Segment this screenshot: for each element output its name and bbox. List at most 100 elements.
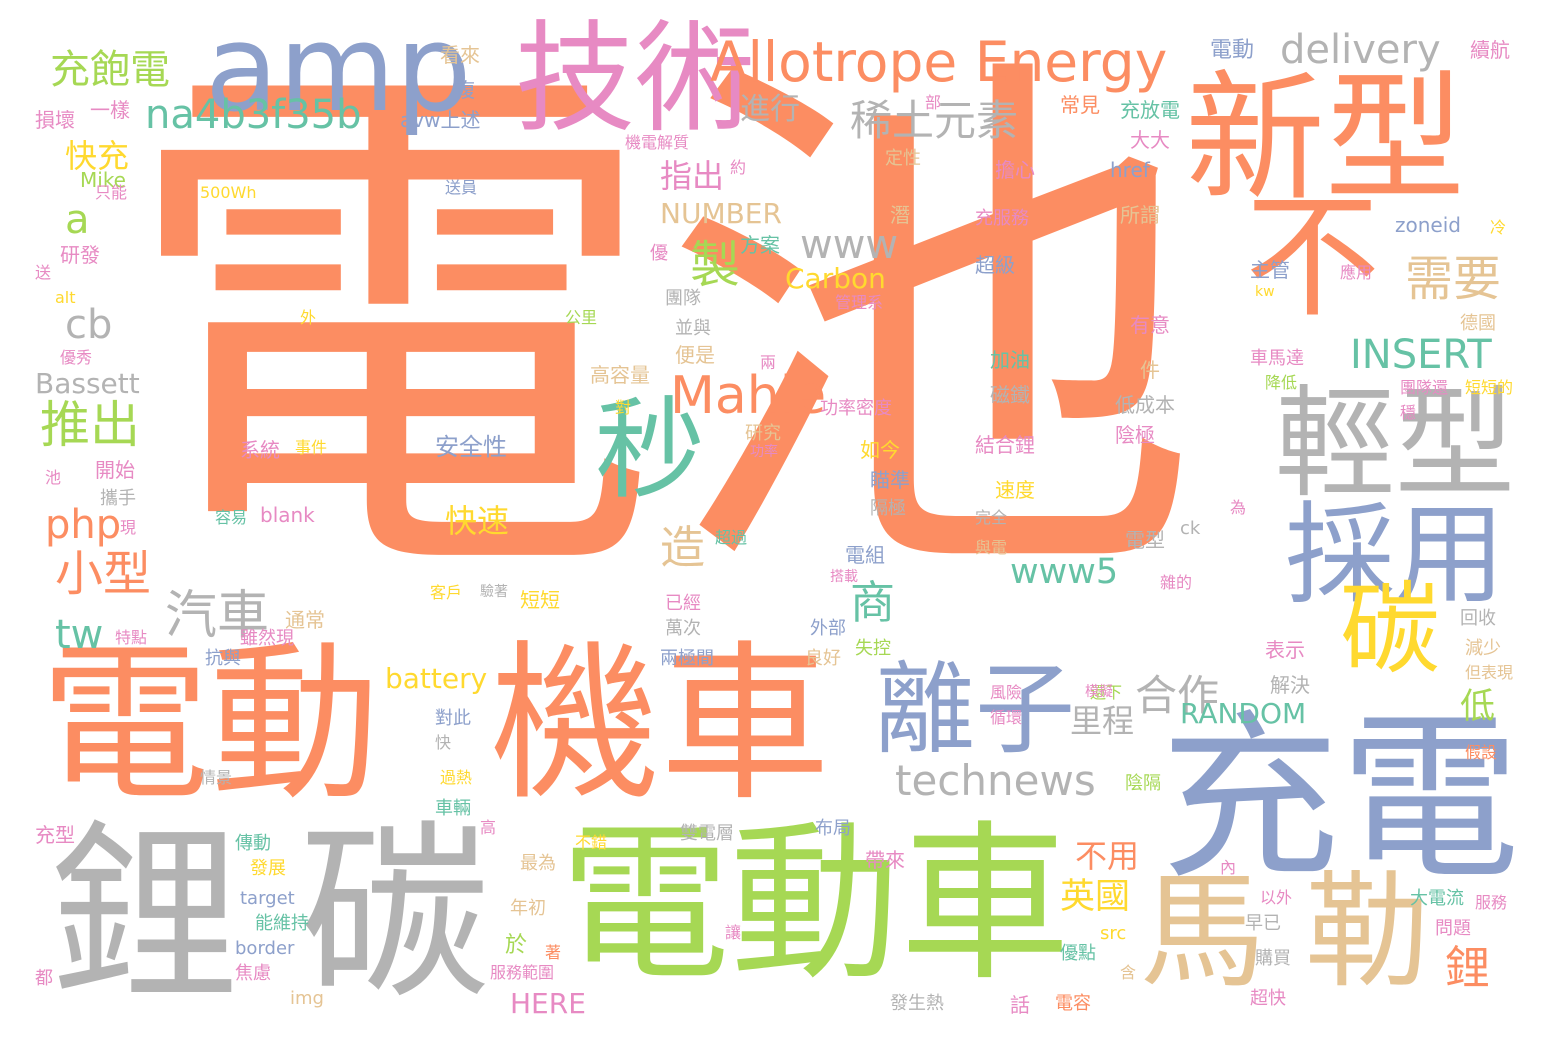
word: 團隊還 — [1400, 378, 1449, 397]
word: 超過 — [715, 528, 748, 547]
word: 隔極 — [870, 498, 906, 519]
word: 秒 — [595, 386, 705, 514]
word: 以外 — [1260, 888, 1293, 907]
word: 抗與 — [205, 648, 241, 669]
word: 鋰 — [1445, 941, 1491, 994]
word: 服務 — [1475, 893, 1508, 912]
word: src — [1100, 923, 1127, 944]
word: 方案 — [740, 233, 780, 257]
word: 鋰 — [50, 804, 241, 1025]
word: 解決 — [1270, 673, 1310, 697]
word: 通常 — [285, 608, 325, 632]
word: 新型 — [1185, 58, 1466, 221]
word: 結合鋰 — [975, 433, 1035, 457]
word: 現 — [120, 518, 137, 537]
word: 模擬 — [1085, 684, 1113, 700]
word: 擔心 — [995, 158, 1035, 182]
word: 電容 — [1055, 993, 1091, 1014]
word: 帶來 — [865, 848, 905, 872]
word: a — [65, 197, 90, 243]
word: 假設 — [1465, 743, 1498, 762]
word: 短短的 — [1465, 378, 1514, 397]
word: zoneid — [1395, 213, 1461, 237]
word: 部 — [925, 93, 942, 112]
word: 池 — [45, 468, 62, 487]
word: blank — [260, 503, 315, 527]
word: 碳 — [300, 804, 491, 1025]
word: 外部 — [810, 618, 846, 639]
word: 所謂 — [1120, 203, 1160, 227]
word: 如今 — [860, 438, 900, 462]
word: 於 — [505, 933, 528, 958]
word: 購買 — [1255, 948, 1291, 969]
word: 為 — [1230, 498, 1247, 517]
word: 著 — [545, 943, 562, 962]
word: 回收 — [1460, 608, 1496, 629]
word: 英國 — [1060, 877, 1131, 917]
word: 便是 — [675, 343, 715, 367]
word: 都 — [35, 968, 53, 989]
word: 低成本 — [1115, 393, 1175, 417]
word: 安全性 — [435, 433, 507, 461]
word: 雖然現 — [240, 628, 294, 649]
word: 特點 — [115, 628, 148, 647]
word: 不用 — [1075, 837, 1140, 875]
word: border — [235, 938, 295, 959]
word: 循環 — [990, 708, 1023, 727]
word: 電動 — [40, 626, 381, 824]
word: 完全 — [975, 508, 1008, 527]
word: 採用 — [1285, 491, 1505, 619]
word: 常見 — [1060, 93, 1100, 117]
word: 發展 — [250, 858, 286, 879]
word: 需要 — [1405, 251, 1502, 307]
word: 馬 — [1140, 860, 1265, 1005]
word: 容易 — [215, 508, 248, 527]
word: 里程 — [1070, 702, 1135, 740]
word: 碳 — [1340, 571, 1440, 688]
word: 管理系 — [835, 293, 884, 312]
word: 兩 — [760, 353, 777, 372]
word: 陰隔 — [1125, 773, 1161, 794]
word: 冷 — [1490, 218, 1507, 237]
word: img — [290, 988, 324, 1009]
word: 一樣 — [90, 98, 130, 122]
word: 充電 — [1160, 695, 1521, 904]
word: 快充 — [65, 137, 130, 175]
word: 離子 — [875, 651, 1075, 768]
word: 電組 — [845, 543, 885, 567]
word: 還下 — [1090, 683, 1123, 702]
word: 雜的 — [1160, 573, 1193, 592]
word: 送員 — [445, 178, 478, 197]
word: 含 — [1120, 963, 1137, 982]
word: alt — [55, 288, 76, 307]
word: 應用 — [1340, 263, 1373, 282]
word: Bassett — [35, 367, 140, 400]
word: 送 — [35, 263, 52, 282]
word: 開始 — [95, 458, 135, 482]
word: HERE — [510, 987, 586, 1020]
word: 團隊 — [665, 288, 701, 309]
word: 但表現 — [1465, 663, 1514, 682]
word: 充服務 — [975, 208, 1029, 229]
word: 雙電層 — [680, 823, 734, 844]
word: 最為 — [520, 853, 556, 874]
word: 系統 — [240, 438, 280, 462]
word: 年初 — [510, 898, 546, 919]
word: 超級 — [975, 253, 1015, 277]
word: 大電流 — [1410, 888, 1464, 909]
word: target — [240, 888, 295, 909]
word: www — [800, 222, 899, 268]
word: php — [45, 502, 122, 548]
word: cb — [65, 302, 113, 348]
word: 潛 — [890, 203, 910, 227]
word: 降低 — [1265, 373, 1298, 392]
word: 功率 — [750, 444, 778, 460]
word: 500Wh — [200, 183, 257, 202]
word: 與電 — [975, 538, 1008, 557]
word: INSERT — [1350, 332, 1492, 378]
word: 快速 — [445, 502, 510, 540]
word: 充放電 — [1120, 98, 1180, 122]
word: ck — [1180, 518, 1201, 539]
word: 能維持 — [255, 913, 309, 934]
word: 話 — [1010, 993, 1030, 1017]
